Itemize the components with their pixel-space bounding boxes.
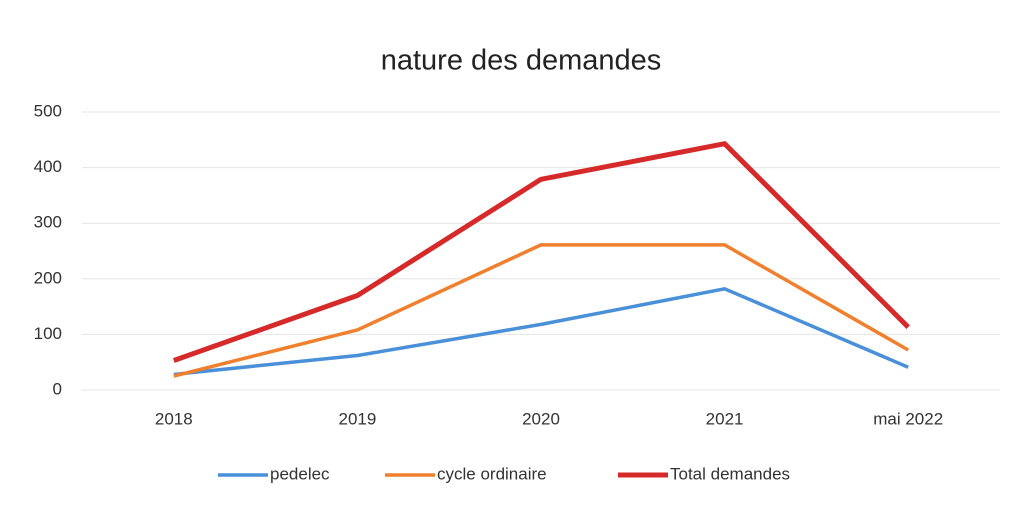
legend-label: cycle ordinaire xyxy=(437,464,547,483)
legend-label: Total demandes xyxy=(670,464,790,483)
y-tick-label: 200 xyxy=(34,268,62,287)
x-tick-label: 2021 xyxy=(706,409,744,428)
series-line xyxy=(172,141,910,363)
y-tick-label: 500 xyxy=(34,101,62,120)
x-tick-label: 2019 xyxy=(338,409,376,428)
y-tick-label: 300 xyxy=(34,213,62,232)
y-tick-label: 0 xyxy=(53,379,62,398)
legend-label: pedelec xyxy=(270,464,330,483)
y-tick-label: 400 xyxy=(34,157,62,176)
x-tick-label: 2020 xyxy=(522,409,560,428)
x-tick-label: 2018 xyxy=(155,409,193,428)
series-line xyxy=(173,287,909,377)
chart-title: nature des demandes xyxy=(381,45,662,77)
y-tick-label: 100 xyxy=(34,324,62,343)
series-line xyxy=(173,243,910,378)
x-tick-label: mai 2022 xyxy=(873,409,943,428)
